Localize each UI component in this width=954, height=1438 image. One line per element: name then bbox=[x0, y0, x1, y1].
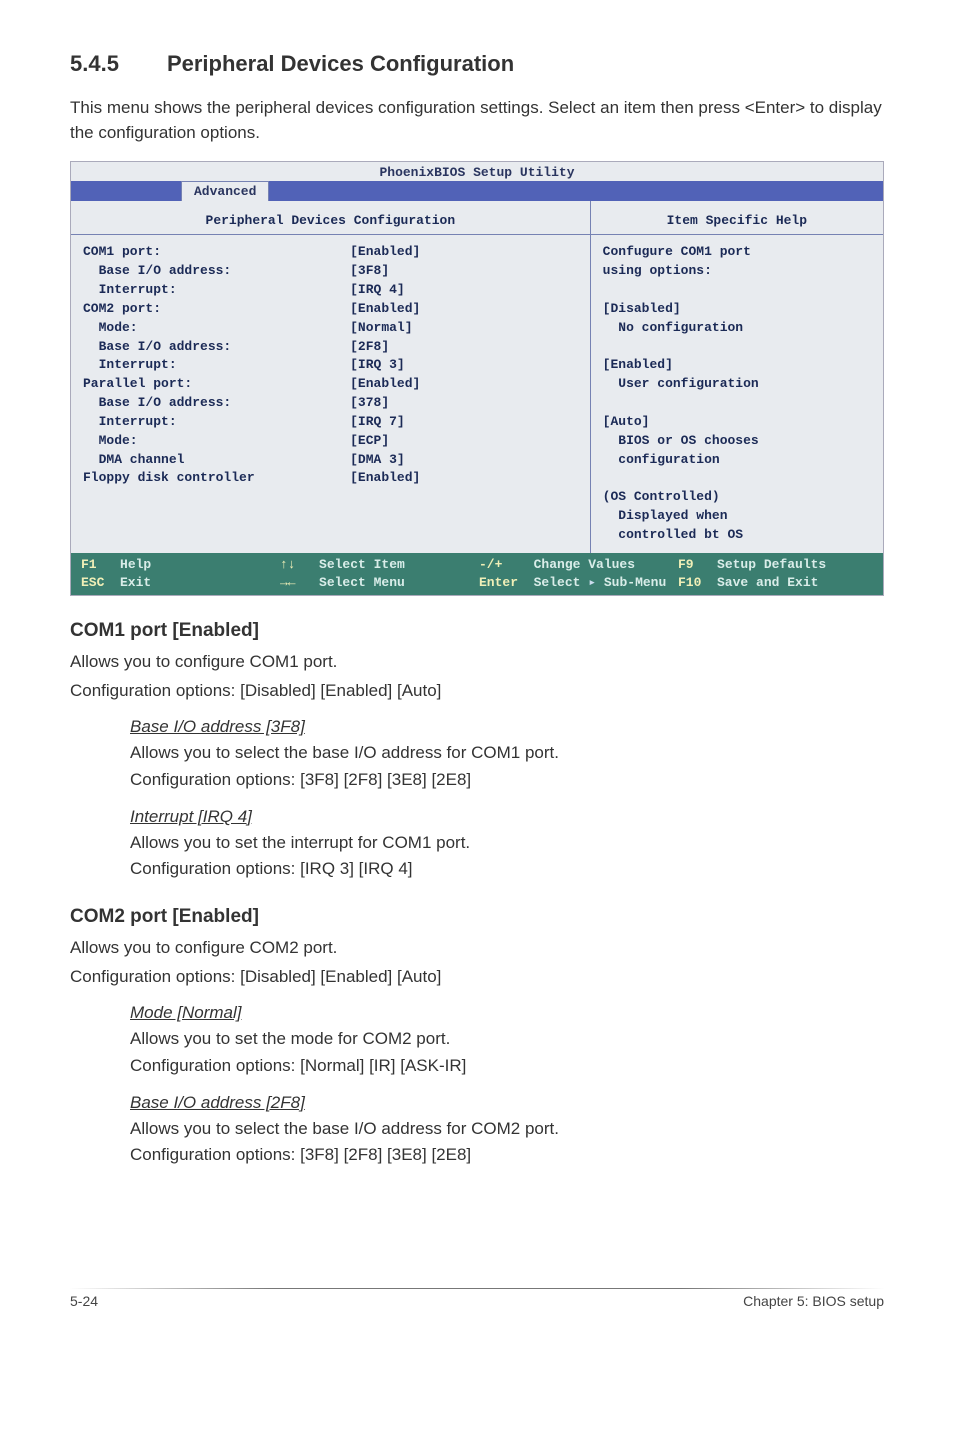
bios-help-title: Item Specific Help bbox=[591, 209, 883, 235]
com1-base-p1: Allows you to select the base I/O addres… bbox=[130, 741, 884, 766]
com1-base-block: Base I/O address [3F8] Allows you to sel… bbox=[130, 717, 884, 792]
bios-config-value: [IRQ 4] bbox=[350, 281, 578, 300]
bios-help-text: Confugure COM1 port using options: [Disa… bbox=[591, 243, 883, 545]
bios-config-value: [378] bbox=[350, 394, 578, 413]
bios-config-value: [Enabled] bbox=[350, 375, 578, 394]
page-number: 5-24 bbox=[70, 1293, 98, 1309]
com2-base-block: Base I/O address [2F8] Allows you to sel… bbox=[130, 1093, 884, 1168]
bios-config-key: Mode: bbox=[83, 432, 350, 451]
bios-config-key: Base I/O address: bbox=[83, 262, 350, 281]
com2-desc-1: Allows you to configure COM2 port. bbox=[70, 936, 884, 961]
bios-config-key: DMA channel bbox=[83, 451, 350, 470]
com2-mode-block: Mode [Normal] Allows you to set the mode… bbox=[130, 1003, 884, 1078]
bios-config-key: Interrupt: bbox=[83, 356, 350, 375]
bios-config-key: Base I/O address: bbox=[83, 394, 350, 413]
section-number: 5.4.5 bbox=[70, 51, 119, 76]
bios-title: PhoenixBIOS Setup Utility bbox=[71, 162, 883, 181]
bios-footer-col4: F9 Setup Defaults F10 Save and Exit bbox=[678, 556, 873, 592]
bios-config-key: Parallel port: bbox=[83, 375, 350, 394]
bios-config-value: [IRQ 3] bbox=[350, 356, 578, 375]
bios-config-key: Interrupt: bbox=[83, 281, 350, 300]
bios-panel-title: Peripheral Devices Configuration bbox=[71, 209, 590, 235]
com2-base-p1: Allows you to select the base I/O addres… bbox=[130, 1117, 884, 1142]
bios-config-row: Mode:[Normal] bbox=[71, 319, 590, 338]
bios-config-rows: COM1 port:[Enabled] Base I/O address:[3F… bbox=[71, 243, 590, 488]
com2-base-p2: Configuration options: [3F8] [2F8] [3E8]… bbox=[130, 1143, 884, 1168]
bios-config-row: Interrupt:[IRQ 4] bbox=[71, 281, 590, 300]
bios-help-panel: Item Specific Help Confugure COM1 port u… bbox=[591, 201, 883, 553]
bios-config-value: [ECP] bbox=[350, 432, 578, 451]
bios-config-row: Mode:[ECP] bbox=[71, 432, 590, 451]
com2-base-heading: Base I/O address [2F8] bbox=[130, 1093, 884, 1113]
com2-desc-2: Configuration options: [Disabled] [Enabl… bbox=[70, 965, 884, 990]
bios-tab-strip: Advanced bbox=[71, 181, 883, 201]
bios-footer-col1: F1 Help ESC Exit bbox=[81, 556, 276, 592]
bios-config-value: [3F8] bbox=[350, 262, 578, 281]
com2-mode-heading: Mode [Normal] bbox=[130, 1003, 884, 1023]
section-heading: 5.4.5 Peripheral Devices Configuration bbox=[70, 50, 884, 78]
bios-config-row: Interrupt:[IRQ 3] bbox=[71, 356, 590, 375]
bios-config-key: COM1 port: bbox=[83, 243, 350, 262]
bios-config-key: Base I/O address: bbox=[83, 338, 350, 357]
bios-config-value: [IRQ 7] bbox=[350, 413, 578, 432]
bios-config-value: [2F8] bbox=[350, 338, 578, 357]
bios-config-value: [Normal] bbox=[350, 319, 578, 338]
bios-config-row: Base I/O address:[3F8] bbox=[71, 262, 590, 281]
com1-desc-1: Allows you to configure COM1 port. bbox=[70, 650, 884, 675]
bios-config-row: COM2 port:[Enabled] bbox=[71, 300, 590, 319]
com1-heading: COM1 port [Enabled] bbox=[70, 620, 884, 642]
com2-mode-p2: Configuration options: [Normal] [IR] [AS… bbox=[130, 1054, 884, 1079]
bios-footer-col3: -/+ Change Values Enter Select ▸ Sub-Men… bbox=[479, 556, 674, 592]
bios-config-value: [Enabled] bbox=[350, 300, 578, 319]
bios-config-row: Base I/O address:[2F8] bbox=[71, 338, 590, 357]
bios-config-key: Mode: bbox=[83, 319, 350, 338]
bios-config-key: Interrupt: bbox=[83, 413, 350, 432]
bios-config-row: Parallel port:[Enabled] bbox=[71, 375, 590, 394]
com1-int-block: Interrupt [IRQ 4] Allows you to set the … bbox=[130, 807, 884, 882]
intro-paragraph: This menu shows the peripheral devices c… bbox=[70, 96, 884, 145]
com1-int-p2: Configuration options: [IRQ 3] [IRQ 4] bbox=[130, 857, 884, 882]
bios-config-row: COM1 port:[Enabled] bbox=[71, 243, 590, 262]
bios-config-value: [Enabled] bbox=[350, 243, 578, 262]
bios-config-key: COM2 port: bbox=[83, 300, 350, 319]
page-footer: 5-24 Chapter 5: BIOS setup bbox=[70, 1288, 884, 1309]
bios-config-row: Floppy disk controller[Enabled] bbox=[71, 469, 590, 488]
com2-mode-p1: Allows you to set the mode for COM2 port… bbox=[130, 1027, 884, 1052]
bios-config-key: Floppy disk controller bbox=[83, 469, 350, 488]
bios-config-row: DMA channel[DMA 3] bbox=[71, 451, 590, 470]
bios-config-panel: Peripheral Devices Configuration COM1 po… bbox=[71, 201, 591, 553]
com1-desc-2: Configuration options: [Disabled] [Enabl… bbox=[70, 679, 884, 704]
com1-base-p2: Configuration options: [3F8] [2F8] [3E8]… bbox=[130, 768, 884, 793]
bios-footer: F1 Help ESC Exit ↑↓ Select Item →← Selec… bbox=[71, 553, 883, 595]
com1-base-heading: Base I/O address [3F8] bbox=[130, 717, 884, 737]
chapter-label: Chapter 5: BIOS setup bbox=[743, 1293, 884, 1309]
bios-config-row: Base I/O address:[378] bbox=[71, 394, 590, 413]
section-title: Peripheral Devices Configuration bbox=[167, 51, 514, 76]
com2-heading: COM2 port [Enabled] bbox=[70, 906, 884, 928]
bios-config-value: [DMA 3] bbox=[350, 451, 578, 470]
com1-int-heading: Interrupt [IRQ 4] bbox=[130, 807, 884, 827]
bios-tab-advanced: Advanced bbox=[181, 181, 269, 201]
com1-int-p1: Allows you to set the interrupt for COM1… bbox=[130, 831, 884, 856]
bios-config-row: Interrupt:[IRQ 7] bbox=[71, 413, 590, 432]
bios-footer-col2: ↑↓ Select Item →← Select Menu bbox=[280, 556, 475, 592]
bios-screenshot: PhoenixBIOS Setup Utility Advanced Perip… bbox=[70, 161, 884, 596]
bios-config-value: [Enabled] bbox=[350, 469, 578, 488]
